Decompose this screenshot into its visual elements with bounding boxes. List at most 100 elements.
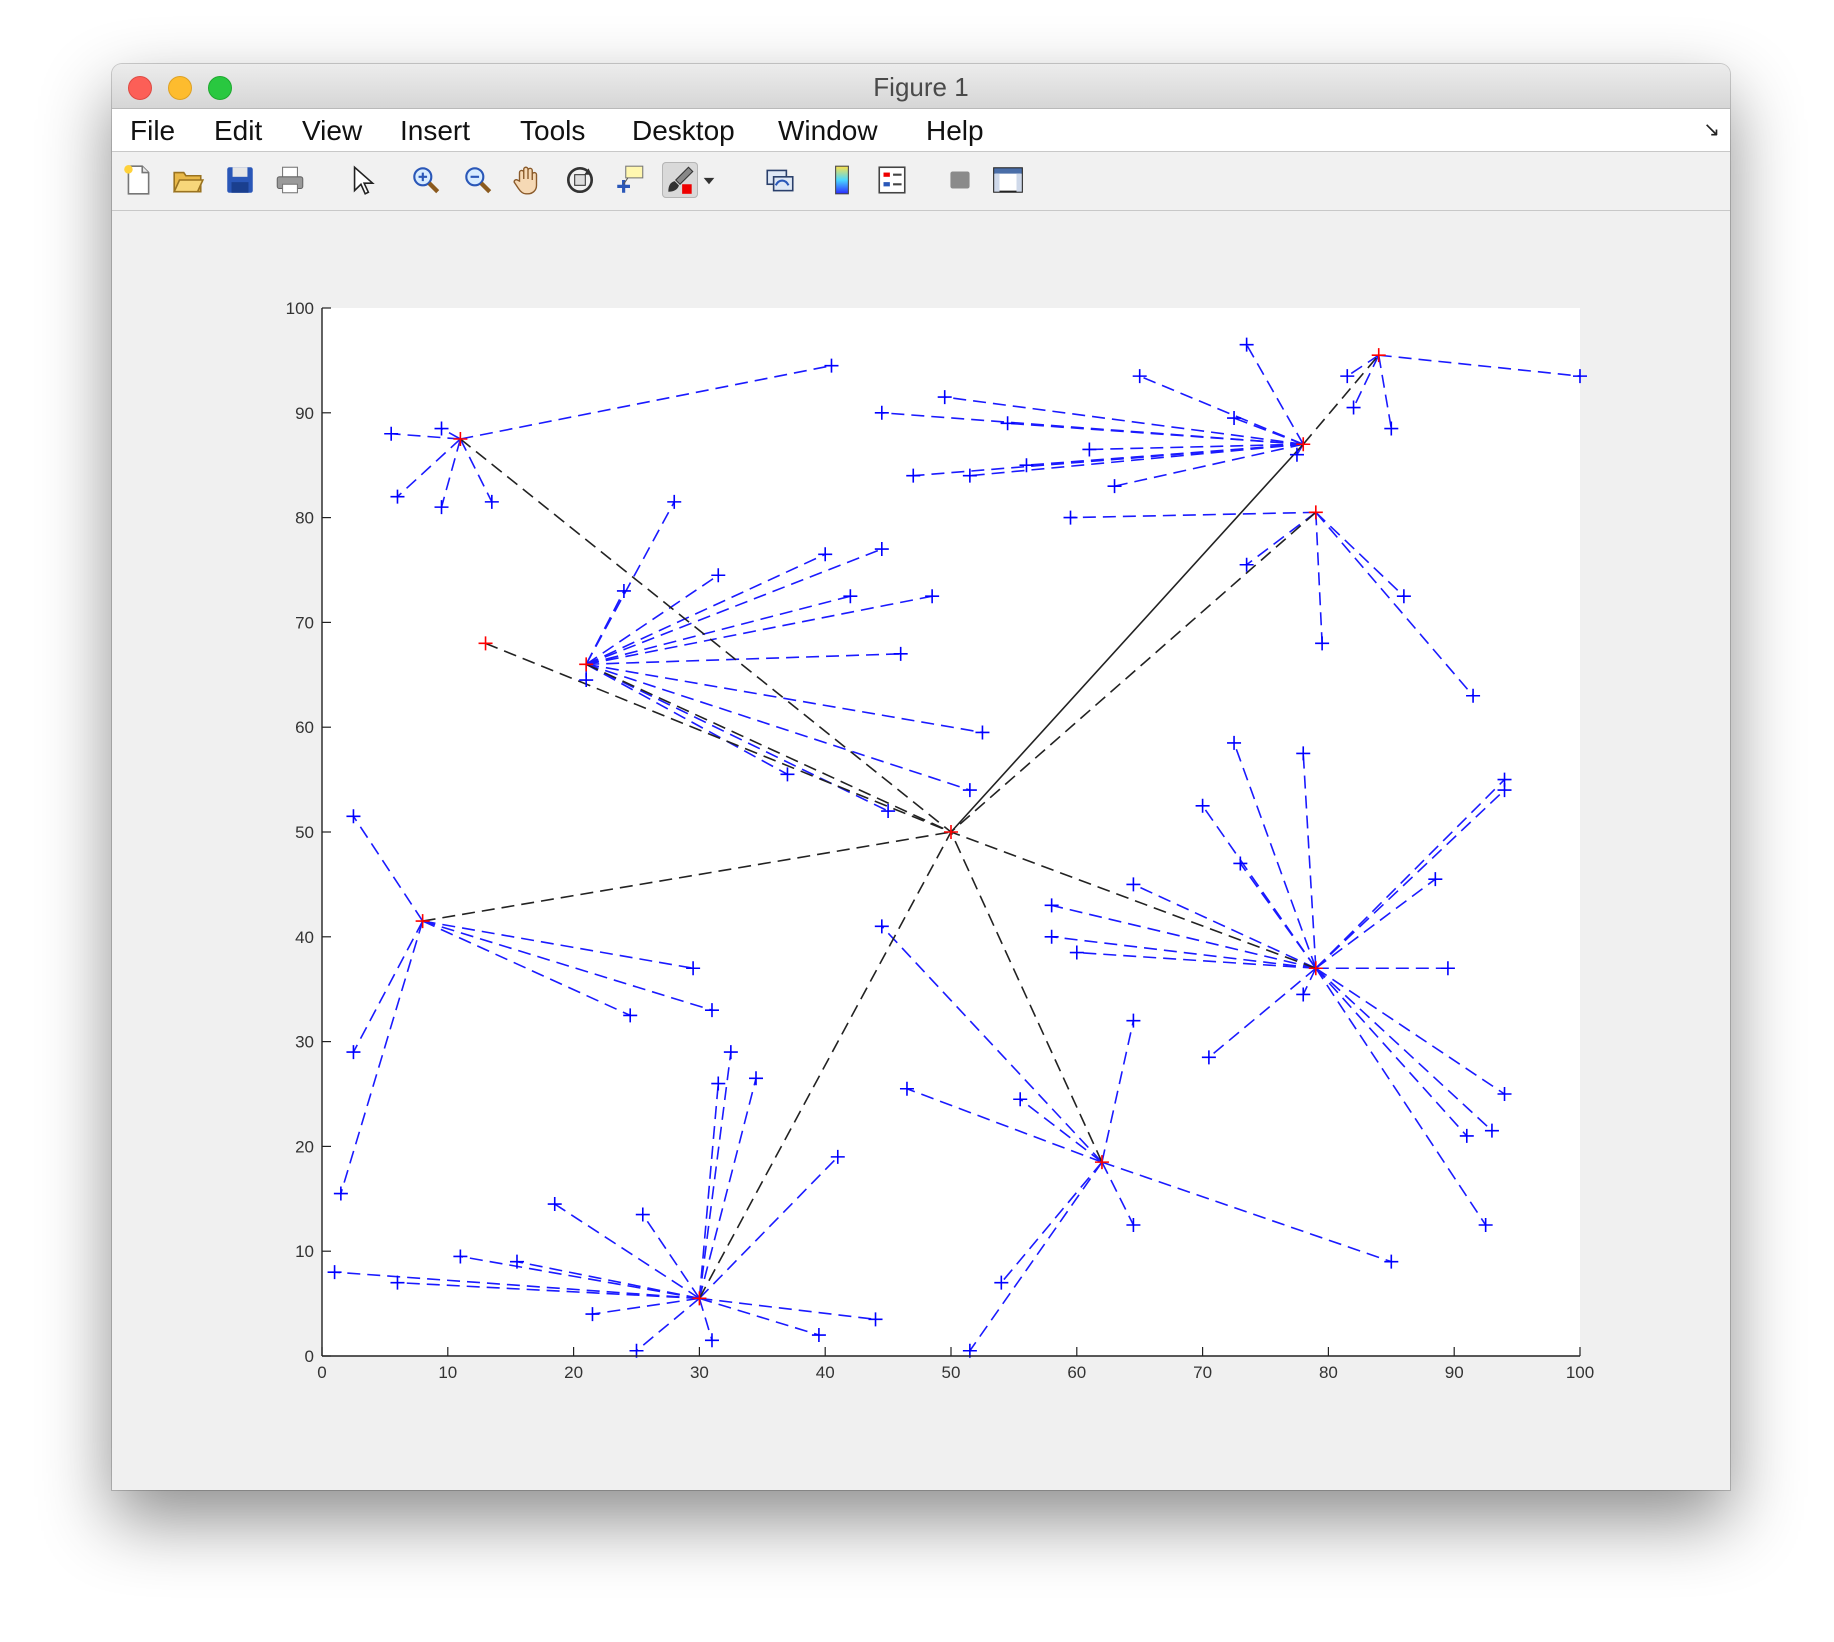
base-station-marker [944, 825, 958, 839]
zoom-in-icon[interactable] [408, 162, 444, 198]
cluster-link-line [440, 438, 462, 508]
cluster-link-line [1378, 354, 1581, 377]
backbone-link-line [422, 831, 952, 922]
cluster-link-line [1133, 883, 1317, 969]
y-tick-label: 20 [295, 1137, 314, 1156]
menu-tools[interactable]: Tools [520, 115, 586, 146]
sensor-node-marker [1044, 929, 1059, 944]
sensor-node-marker [1296, 746, 1311, 761]
sensor-node-marker [1013, 1092, 1028, 1107]
cluster-link-line [1051, 936, 1316, 970]
open-file-icon[interactable] [170, 162, 206, 198]
brush-icon[interactable] [662, 162, 698, 198]
cluster-link-line [1101, 1161, 1392, 1263]
scatter-plot[interactable]: 0 10 20 30 40 50 60 70 80 90 100 0 10 20 30 40 50 60 70 80 9… [112, 211, 1730, 1490]
y-tick-label: 100 [286, 299, 314, 318]
hide-plot-tools-icon[interactable] [942, 162, 978, 198]
cluster-link-line [592, 1297, 700, 1315]
cluster-link-line [585, 548, 883, 666]
brush-dropdown-icon[interactable] [700, 162, 718, 198]
x-tick-label: 80 [1319, 1363, 1338, 1382]
cluster-head-marker [1296, 437, 1311, 452]
cluster-link-line [585, 553, 826, 666]
sensor-node-marker [881, 804, 896, 819]
new-figure-icon[interactable] [120, 162, 156, 198]
cluster-link-line [585, 590, 625, 665]
y-tick-label: 80 [295, 509, 314, 528]
sensor-node-marker [1239, 557, 1254, 572]
sensor-node-marker [327, 1265, 342, 1280]
sensor-node-marker [667, 494, 682, 509]
menu-window[interactable]: Window [778, 115, 878, 146]
cluster-head-marker [415, 914, 430, 929]
cluster-link-line [352, 920, 424, 1053]
minimize-window-button[interactable] [168, 76, 192, 100]
pan-hand-icon[interactable] [510, 162, 546, 198]
menu-view[interactable]: View [302, 115, 363, 146]
x-tick-label: 20 [564, 1363, 583, 1382]
select-arrow-icon[interactable] [344, 162, 380, 198]
cluster-link-line [698, 1156, 839, 1299]
menu-help[interactable]: Help [926, 115, 984, 146]
x-tick-label: 60 [1067, 1363, 1086, 1382]
link-plot-icon[interactable] [762, 162, 798, 198]
sensor-node-marker [484, 494, 499, 509]
cluster-link-line [1007, 422, 1304, 446]
sensor-node-marker [975, 725, 990, 740]
menu-insert[interactable]: Insert [400, 115, 471, 146]
cluster-head-marker [453, 432, 468, 446]
menu-file[interactable]: File [130, 115, 176, 146]
sensor-node-marker [1478, 1218, 1493, 1232]
cluster-link-line [422, 920, 694, 970]
sensor-node-marker [1384, 421, 1399, 436]
cluster-link-line [1346, 354, 1380, 377]
zoom-out-icon[interactable] [460, 162, 496, 198]
close-window-button[interactable] [128, 76, 152, 100]
sensor-node-marker [509, 1254, 524, 1269]
backbone-solid-line [950, 443, 1304, 833]
sensor-node-marker [1019, 458, 1034, 473]
sensor-node-marker [874, 542, 889, 557]
x-tick-label: 70 [1193, 1363, 1212, 1382]
data-cursor-icon[interactable] [612, 162, 648, 198]
cluster-head-marker [1308, 961, 1323, 976]
title-bar[interactable]: Figure 1 [112, 64, 1730, 109]
menu-edit[interactable]: Edit [214, 115, 263, 146]
backbone-link-line [950, 831, 1317, 969]
sensor-node-marker [874, 405, 889, 420]
sensor-node-marker [824, 358, 839, 373]
x-tick-label: 100 [1566, 1363, 1594, 1382]
sensor-node-marker [1126, 1013, 1141, 1028]
sensor-node-marker [704, 1333, 719, 1348]
maximize-window-button[interactable] [208, 76, 232, 100]
sensor-node-marker [937, 390, 952, 405]
figure-toolbar [112, 152, 1730, 211]
sensor-node-marker [874, 919, 889, 934]
sensor-node-marker [818, 547, 833, 562]
cluster-link-line [1201, 805, 1317, 969]
sensor-node-marker [390, 1275, 405, 1290]
cluster-link-line [585, 663, 971, 791]
sensor-node-marker [1497, 1087, 1512, 1101]
dock-arrow-icon[interactable]: ↘ [1703, 119, 1720, 141]
sensor-node-marker [994, 1275, 1009, 1290]
show-plot-tools-icon[interactable] [990, 162, 1026, 198]
cluster-link-line [635, 1297, 700, 1352]
sensor-node-marker [1315, 636, 1330, 651]
legend-icon[interactable] [874, 162, 910, 198]
figure-window: Figure 1 File Edit View Insert Tools Des… [112, 64, 1730, 1490]
sensor-node-marker [1573, 369, 1587, 384]
cluster-link-line [1101, 1161, 1135, 1226]
save-icon[interactable] [222, 162, 258, 198]
sensor-node-marker [899, 1081, 914, 1096]
cluster-link-line [1315, 967, 1468, 1137]
cluster-link-line [1315, 789, 1506, 969]
y-tick-label: 0 [305, 1347, 314, 1366]
print-icon[interactable] [272, 162, 308, 198]
cluster-head-marker [1308, 505, 1323, 520]
menu-desktop[interactable]: Desktop [632, 115, 735, 146]
colorbar-icon[interactable] [824, 162, 860, 198]
rotate-3d-icon[interactable] [562, 162, 598, 198]
sensor-node-marker [906, 468, 921, 483]
sensor-node-marker [1428, 872, 1443, 887]
